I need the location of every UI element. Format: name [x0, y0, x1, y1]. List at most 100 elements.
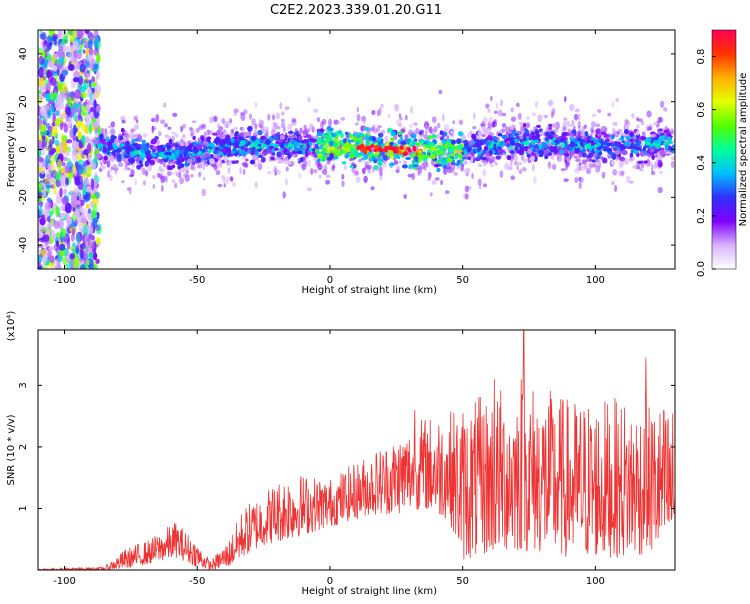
- spectrogram-cell: [365, 147, 371, 151]
- spectrogram-cell: [200, 136, 205, 142]
- spectrogram-cell: [176, 158, 183, 164]
- snr-scale-label: (x10⁴): [6, 311, 17, 342]
- spectrogram-cell: [320, 121, 324, 129]
- spectrogram-cell: [423, 162, 429, 166]
- spectrogram-cell: [59, 102, 65, 110]
- spectrogram-cell: [117, 162, 124, 168]
- spectrogram-cell: [349, 165, 355, 169]
- spectrogram-cell: [336, 121, 342, 125]
- spectrogram-cell: [233, 110, 238, 117]
- spectrogram-cell: [495, 155, 502, 160]
- spectrogram-cell: [299, 127, 303, 135]
- spectrogram-cell: [66, 146, 71, 153]
- spectrogram-cell: [158, 131, 162, 137]
- spectrogram-cell: [47, 60, 55, 68]
- spectrogram-cell: [174, 149, 180, 155]
- spectrogram-cell: [356, 106, 360, 113]
- spectrogram-cell: [574, 176, 579, 184]
- spectrogram-cell: [615, 97, 620, 102]
- spectrogram-cell: [75, 244, 79, 254]
- spectrogram-cell: [130, 128, 136, 133]
- spectrogram-cell: [518, 135, 524, 139]
- spectrogram-cell: [396, 119, 402, 127]
- spectrogram-cell: [42, 234, 50, 242]
- spectrogram-cell: [82, 187, 86, 196]
- spectrogram-cell: [510, 107, 514, 113]
- spectrogram-cell: [253, 162, 258, 168]
- spectrogram-cell: [251, 147, 256, 152]
- spectrogram-cell: [326, 130, 331, 136]
- spectrogram-cell: [257, 162, 263, 171]
- spectrogram-cell: [352, 137, 359, 142]
- spectrogram-cell: [404, 114, 408, 121]
- spectrogram-cell: [379, 171, 383, 177]
- spectrogram-cell: [632, 165, 637, 169]
- spectrogram-cell: [615, 150, 620, 155]
- spectrogram-cell: [160, 168, 165, 173]
- spectrogram-cell: [487, 120, 493, 126]
- spectrogram-cell: [151, 125, 155, 134]
- spectrogram-cell: [142, 133, 148, 138]
- spectrogram-cell: [41, 50, 46, 59]
- spectrogram-cell: [152, 148, 157, 153]
- spectrogram-cell: [625, 175, 631, 184]
- spectrogram-cell: [50, 218, 54, 226]
- spectrogram-cell: [517, 112, 522, 120]
- spectrogram-cell: [565, 152, 570, 158]
- spectrogram-cell: [526, 122, 531, 129]
- spectrogram-cell: [325, 174, 331, 178]
- spectrogram-cell: [159, 144, 164, 150]
- spectrogram-cell: [93, 157, 98, 165]
- spectrogram-cell: [475, 139, 480, 143]
- spectrogram-cell: [538, 149, 544, 156]
- spectrogram-cell: [361, 167, 366, 175]
- spectrogram-cell: [631, 113, 635, 119]
- spectrogram-cell: [417, 133, 423, 141]
- spectrogram-cell: [598, 152, 603, 156]
- spectrogram-cell: [331, 165, 336, 172]
- spectrogram-cell: [329, 152, 334, 159]
- spectrogram-cell: [654, 161, 658, 169]
- spectrogram-cell: [496, 145, 502, 151]
- spectrogram-cell: [250, 135, 257, 141]
- spectrogram-cell: [514, 132, 519, 137]
- spectrogram-cell: [513, 161, 518, 166]
- spectrogram-cell: [56, 190, 60, 200]
- spectrogram-cell: [187, 158, 193, 164]
- spectrogram-cell: [141, 167, 146, 176]
- spectrogram-cell: [537, 114, 543, 123]
- spectrogram-cell: [602, 146, 608, 152]
- spectrogram-cell: [487, 128, 492, 132]
- spectrogram-cell: [340, 133, 344, 139]
- spectrogram-cell: [160, 119, 166, 125]
- spectrogram-cell: [384, 135, 389, 143]
- spectrogram-cell: [228, 118, 232, 126]
- spectrogram-cell: [378, 107, 382, 116]
- spectrogram-cell: [344, 154, 350, 159]
- spectrogram-cell: [422, 157, 428, 162]
- spectrogram-cell: [590, 121, 597, 128]
- spectrogram-cell: [86, 259, 90, 266]
- spectrogram-cell: [78, 141, 83, 149]
- spectrogram-cell: [424, 125, 429, 129]
- spectrogram-cell: [611, 153, 617, 160]
- spectrogram-cell: [418, 131, 423, 135]
- spectrogram-cell: [38, 139, 42, 150]
- spectrogram-cell: [583, 162, 588, 170]
- spectrogram-cell: [443, 123, 450, 132]
- spectrogram-cell: [318, 145, 323, 150]
- spectrogram-cell: [257, 129, 263, 136]
- spectrogram-cell: [636, 124, 640, 129]
- spectrogram-cell: [216, 154, 220, 160]
- spectrogram-cell: [50, 229, 56, 241]
- spectrogram-cell: [497, 109, 503, 117]
- snr-series: [38, 330, 675, 570]
- spectrogram-cell: [411, 172, 415, 180]
- spectrogram-cell: [269, 145, 274, 149]
- spectrogram-cell: [490, 95, 493, 102]
- spectrogram-cell: [531, 112, 537, 117]
- spectrogram-cell: [514, 155, 519, 162]
- spectrogram-cell: [166, 145, 171, 151]
- spectrogram-cell: [651, 154, 655, 161]
- spectrogram-cell: [657, 116, 663, 123]
